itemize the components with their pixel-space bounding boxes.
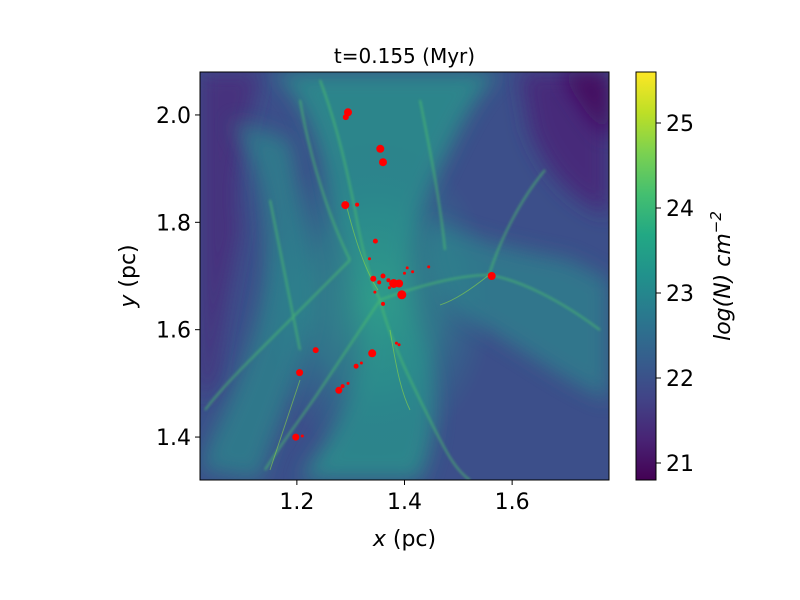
sink-point-30 <box>346 381 350 385</box>
sink-point-17 <box>411 270 415 274</box>
colorbar-axis: 21 22 23 24 25 <box>656 112 694 477</box>
sink-point-32 <box>335 386 343 394</box>
sink-point-13 <box>395 279 404 288</box>
sink-point-1 <box>342 114 349 121</box>
sink-point-28 <box>353 363 359 369</box>
sink-point-23 <box>312 347 319 354</box>
sink-point-7 <box>368 257 371 261</box>
sink-point-29 <box>296 369 304 377</box>
y-axis: 1.4 1.6 1.8 2.0 <box>156 104 200 451</box>
y-tick-label: 1.6 <box>156 319 191 344</box>
sink-point-19 <box>381 301 385 306</box>
sink-point-20 <box>387 286 391 290</box>
sink-point-21 <box>373 290 377 294</box>
sink-point-25 <box>394 341 398 345</box>
sink-point-33 <box>292 433 300 441</box>
y-tick-label: 1.4 <box>156 426 191 451</box>
sink-point-18 <box>427 265 431 269</box>
sink-point-5 <box>355 202 360 207</box>
x-tick-label: 1.6 <box>495 490 530 515</box>
sink-point-3 <box>379 158 387 167</box>
sink-point-4 <box>341 201 350 210</box>
heatmap-image <box>200 72 609 480</box>
sink-point-10 <box>386 278 391 283</box>
colorbar-label: log(N) cm−2 <box>707 211 736 341</box>
sink-point-27 <box>359 361 363 365</box>
sink-particles <box>292 108 496 441</box>
sink-point-14 <box>397 290 407 300</box>
y-tick-label: 2.0 <box>156 104 191 129</box>
sink-point-6 <box>372 238 378 244</box>
sink-point-15 <box>403 271 406 275</box>
y-tick-label: 1.8 <box>156 211 191 236</box>
colorbar-tick-label: 24 <box>666 197 694 222</box>
x-axis-label: x (pc) <box>372 527 436 552</box>
x-tick-label: 1.4 <box>387 490 422 515</box>
x-tick-label: 1.2 <box>279 490 314 515</box>
sink-point-26 <box>397 343 401 347</box>
sink-point-2 <box>376 144 385 153</box>
sink-point-16 <box>405 266 409 270</box>
y-axis-label: y (pc) <box>116 244 141 308</box>
sink-point-22 <box>487 272 496 280</box>
sink-point-9 <box>380 273 386 279</box>
sink-point-8 <box>370 275 377 282</box>
chart-title: t=0.155 (Myr) <box>334 44 475 68</box>
sink-point-31 <box>340 384 345 389</box>
sink-point-11 <box>377 280 382 285</box>
colorbar-tick-label: 22 <box>666 367 694 392</box>
colorbar <box>635 71 657 481</box>
colorbar-tick-label: 25 <box>666 112 694 137</box>
sink-point-34 <box>300 434 304 438</box>
x-axis: 1.2 1.4 1.6 <box>279 480 530 515</box>
sink-point-24 <box>368 349 377 358</box>
colorbar-tick-label: 23 <box>666 282 694 307</box>
colorbar-tick-label: 21 <box>666 452 694 477</box>
